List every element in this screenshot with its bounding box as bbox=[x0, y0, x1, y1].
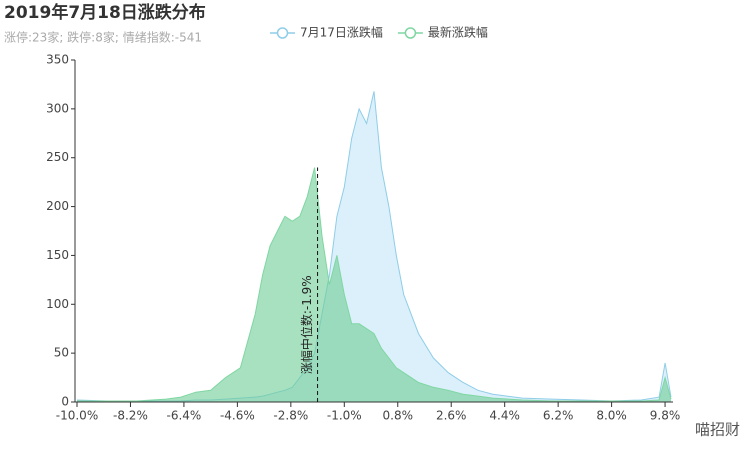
legend-label: 7月17日涨跌幅 bbox=[300, 25, 383, 40]
y-tick-label: 50 bbox=[54, 346, 69, 360]
area bbox=[77, 167, 671, 402]
area bbox=[77, 91, 671, 403]
x-tick-label: 2.6% bbox=[436, 409, 467, 423]
y-tick-label: 300 bbox=[46, 101, 69, 115]
chart-subtitle: 涨停:23家; 跌停:8家; 情绪指数:-541 bbox=[4, 30, 202, 45]
legend-marker bbox=[276, 27, 289, 39]
legend-item: 最新涨跌幅 bbox=[397, 25, 488, 40]
x-tick-label: -4.6% bbox=[220, 409, 255, 423]
x-tick-label: -8.2% bbox=[113, 409, 148, 423]
x-tick-label: 9.8% bbox=[650, 409, 681, 423]
y-tick-label: 150 bbox=[46, 248, 69, 262]
line bbox=[77, 167, 672, 402]
y-tick-label: 350 bbox=[46, 53, 69, 67]
legend-marker bbox=[404, 27, 417, 39]
x-tick-label: 6.2% bbox=[543, 409, 574, 423]
x-tick-label: 0.8% bbox=[383, 409, 414, 423]
legend-item: 7月17日涨跌幅 bbox=[270, 25, 383, 40]
x-tick-label: -1.0% bbox=[327, 409, 362, 423]
x-tick-label: -10.0% bbox=[56, 409, 98, 423]
legend-label: 最新涨跌幅 bbox=[428, 25, 488, 40]
y-tick-label: 200 bbox=[46, 199, 69, 213]
y-tick-label: 0 bbox=[61, 395, 69, 409]
watermark: 喵招财 bbox=[695, 421, 740, 439]
y-tick-label: 100 bbox=[46, 297, 69, 311]
median-label: 涨幅中位数:-1.9% bbox=[299, 275, 314, 374]
x-tick-label: 8.0% bbox=[596, 409, 627, 423]
y-tick-label: 250 bbox=[46, 150, 69, 164]
x-tick-label: 4.4% bbox=[489, 409, 520, 423]
x-tick-label: -6.4% bbox=[167, 409, 202, 423]
chart-title: 2019年7月18日涨跌分布 bbox=[4, 2, 206, 23]
x-tick-label: -2.8% bbox=[273, 409, 308, 423]
